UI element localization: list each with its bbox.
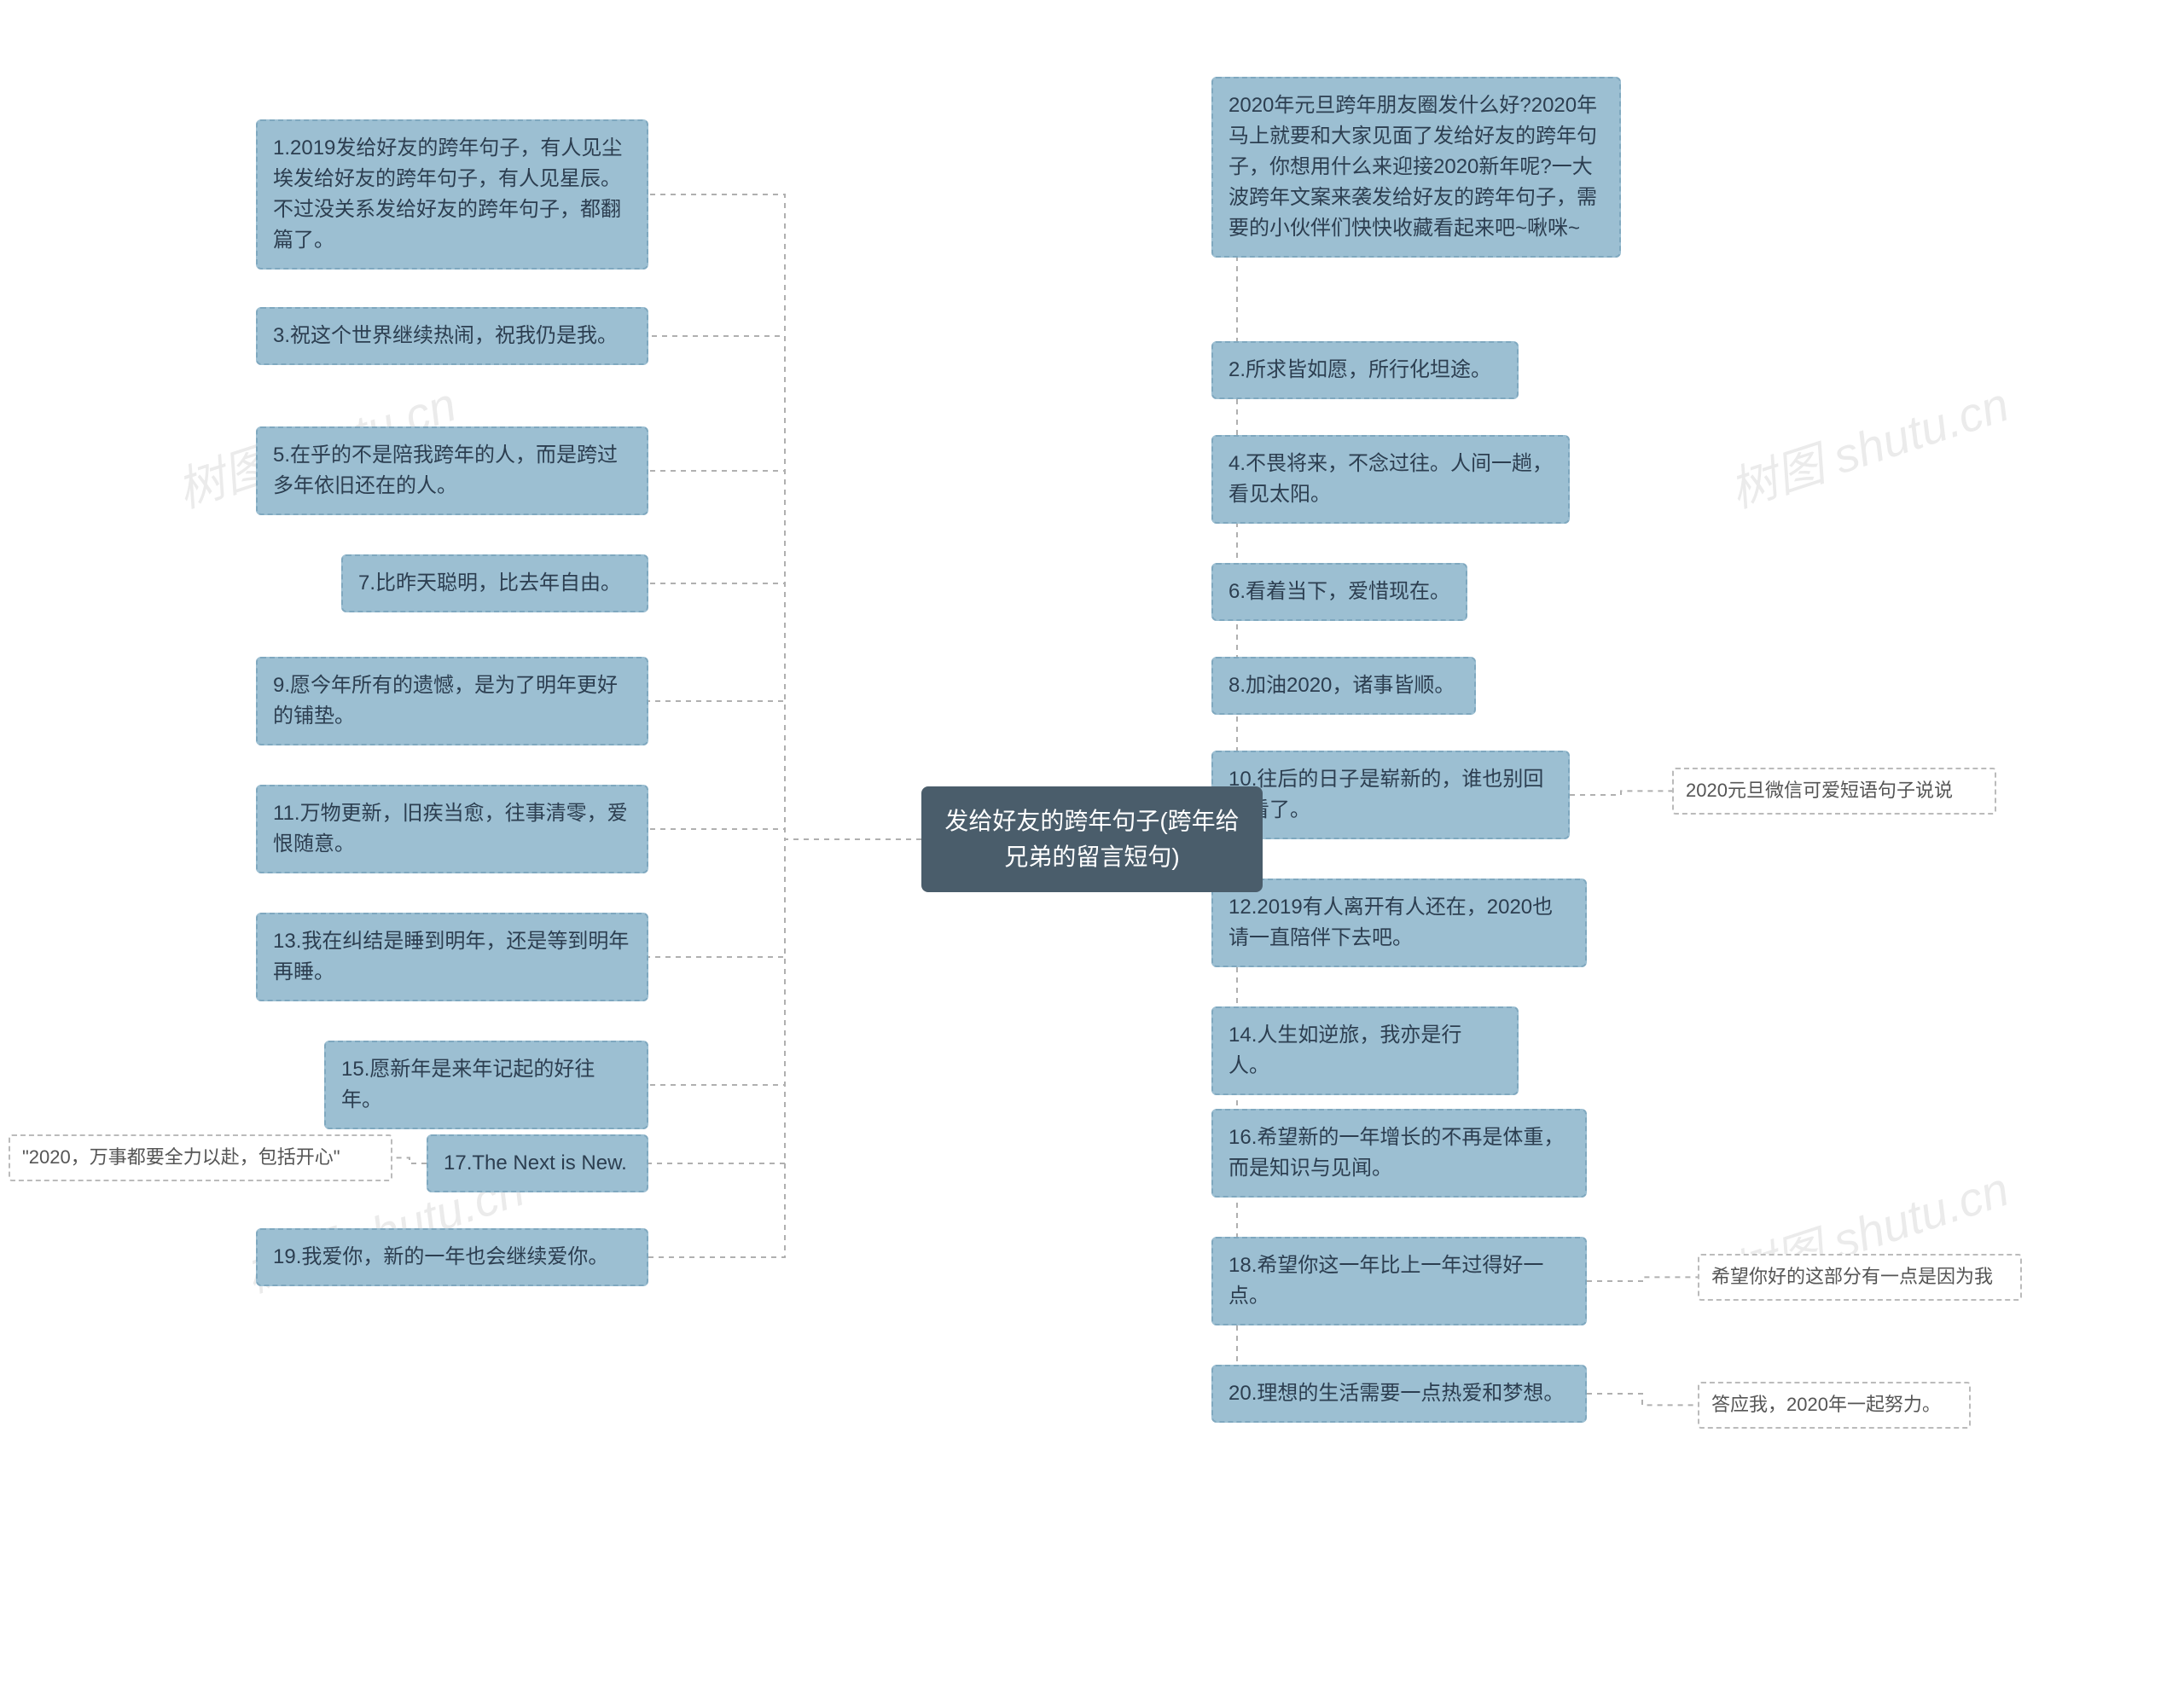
branch-node-text: 9.愿今年所有的遗憾，是为了明年更好的铺垫。 <box>273 674 618 728</box>
leaf-node: 答应我，2020年一起努力。 <box>1698 1382 1971 1429</box>
leaf-node: 2020元旦微信可爱短语句子说说 <box>1672 768 1996 815</box>
center-node-text: 发给好友的跨年句子(跨年给兄弟的留言短句) <box>944 808 1239 870</box>
branch-node: 7.比昨天聪明，比去年自由。 <box>341 554 648 612</box>
branch-node: 2020年元旦跨年朋友圈发什么好?2020年马上就要和大家见面了发给好友的跨年句… <box>1211 77 1621 258</box>
branch-node-text: 20.理想的生活需要一点热爱和梦想。 <box>1228 1382 1564 1405</box>
branch-node-text: 13.我在纠结是睡到明年，还是等到明年再睡。 <box>273 930 629 983</box>
branch-node: 2.所求皆如愿，所行化坦途。 <box>1211 341 1519 399</box>
branch-node: 5.在乎的不是陪我跨年的人，而是跨过多年依旧还在的人。 <box>256 426 648 515</box>
branch-node: 13.我在纠结是睡到明年，还是等到明年再睡。 <box>256 913 648 1001</box>
branch-node-text: 5.在乎的不是陪我跨年的人，而是跨过多年依旧还在的人。 <box>273 444 618 497</box>
branch-node-text: 11.万物更新，旧疾当愈，往事清零，爱恨随意。 <box>273 802 628 856</box>
branch-node-text: 14.人生如逆旅，我亦是行人。 <box>1228 1024 1461 1077</box>
branch-node-text: 6.看着当下，爱惜现在。 <box>1228 580 1450 603</box>
branch-node-text: 3.祝这个世界继续热闹，祝我仍是我。 <box>273 324 618 347</box>
branch-node: 16.希望新的一年增长的不再是体重，而是知识与见闻。 <box>1211 1109 1587 1198</box>
branch-node-text: 12.2019有人离开有人还在，2020也请一直陪伴下去吧。 <box>1228 896 1553 949</box>
branch-node-text: 8.加油2020，诸事皆顺。 <box>1228 674 1455 697</box>
branch-node-text: 7.比昨天聪明，比去年自由。 <box>358 571 621 594</box>
branch-node: 20.理想的生活需要一点热爱和梦想。 <box>1211 1365 1587 1423</box>
branch-node: 18.希望你这一年比上一年过得好一点。 <box>1211 1237 1587 1325</box>
branch-node: 17.The Next is New. <box>427 1134 648 1192</box>
leaf-node-text: "2020，万事都要全力以赴，包括开心" <box>22 1146 340 1168</box>
leaf-node-text: 答应我，2020年一起努力。 <box>1711 1394 1941 1415</box>
branch-node: 19.我爱你，新的一年也会继续爱你。 <box>256 1228 648 1286</box>
branch-node: 1.2019发给好友的跨年句子，有人见尘埃发给好友的跨年句子，有人见星辰。不过没… <box>256 119 648 270</box>
branch-node-text: 15.愿新年是来年记起的好往年。 <box>341 1058 595 1111</box>
branch-node-text: 17.The Next is New. <box>444 1151 627 1174</box>
leaf-node-text: 2020元旦微信可爱短语句子说说 <box>1686 780 1953 801</box>
branch-node-text: 1.2019发给好友的跨年句子，有人见尘埃发给好友的跨年句子，有人见星辰。不过没… <box>273 136 622 252</box>
branch-node-text: 4.不畏将来，不念过往。人间一趟，看见太阳。 <box>1228 452 1553 506</box>
watermark: 树图 shutu.cn <box>1720 367 2017 522</box>
branch-node: 6.看着当下，爱惜现在。 <box>1211 563 1467 621</box>
branch-node-text: 16.希望新的一年增长的不再是体重，而是知识与见闻。 <box>1228 1126 1564 1180</box>
branch-node-text: 18.希望你这一年比上一年过得好一点。 <box>1228 1254 1543 1308</box>
branch-node-text: 2.所求皆如愿，所行化坦途。 <box>1228 358 1491 381</box>
branch-node: 8.加油2020，诸事皆顺。 <box>1211 657 1476 715</box>
branch-node: 3.祝这个世界继续热闹，祝我仍是我。 <box>256 307 648 365</box>
branch-node: 12.2019有人离开有人还在，2020也请一直陪伴下去吧。 <box>1211 879 1587 967</box>
branch-node: 15.愿新年是来年记起的好往年。 <box>324 1041 648 1129</box>
leaf-node-text: 希望你好的这部分有一点是因为我 <box>1711 1266 1993 1287</box>
watermark-text: 树图 shutu.cn <box>1723 377 2015 518</box>
leaf-node: "2020，万事都要全力以赴，包括开心" <box>9 1134 392 1181</box>
branch-node: 11.万物更新，旧疾当愈，往事清零，爱恨随意。 <box>256 785 648 873</box>
branch-node: 4.不畏将来，不念过往。人间一趟，看见太阳。 <box>1211 435 1570 524</box>
branch-node: 10.往后的日子是崭新的，谁也别回头看了。 <box>1211 751 1570 839</box>
branch-node: 14.人生如逆旅，我亦是行人。 <box>1211 1006 1519 1095</box>
branch-node-text: 10.往后的日子是崭新的，谁也别回头看了。 <box>1228 768 1543 821</box>
branch-node-text: 2020年元旦跨年朋友圈发什么好?2020年马上就要和大家见面了发给好友的跨年句… <box>1228 94 1597 240</box>
branch-node: 9.愿今年所有的遗憾，是为了明年更好的铺垫。 <box>256 657 648 745</box>
center-node: 发给好友的跨年句子(跨年给兄弟的留言短句) <box>921 786 1263 892</box>
leaf-node: 希望你好的这部分有一点是因为我 <box>1698 1254 2022 1301</box>
branch-node-text: 19.我爱你，新的一年也会继续爱你。 <box>273 1245 608 1268</box>
